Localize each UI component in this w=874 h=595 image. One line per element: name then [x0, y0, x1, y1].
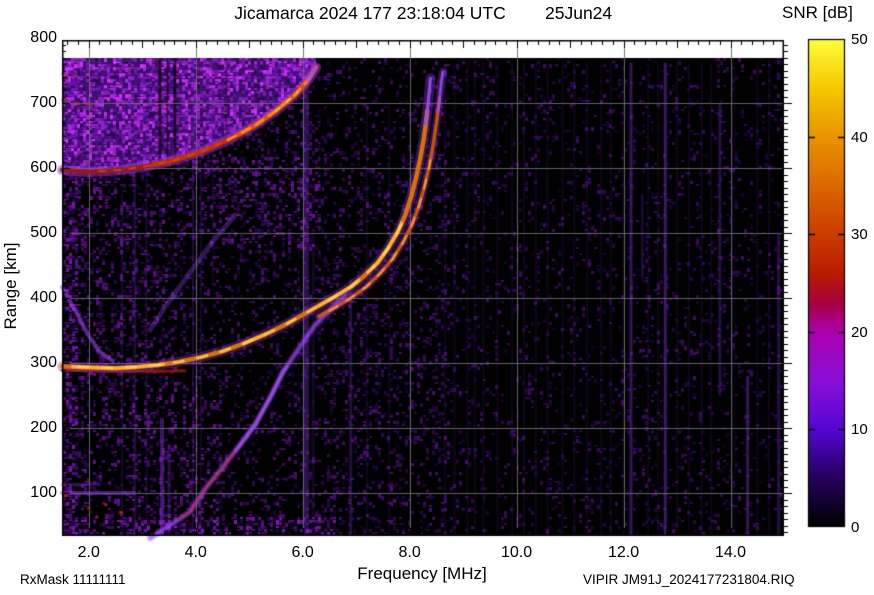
y-tick-label: 200	[30, 419, 57, 436]
colorbar-tick-label: 10	[851, 421, 868, 439]
x-tick-label: 14.0	[714, 544, 747, 561]
plot-title: Jicamarca 2024 177 23:18:04 UTC	[234, 3, 506, 23]
y-tick-label: 700	[30, 94, 57, 111]
y-tick-label: 600	[30, 159, 57, 176]
colorbar-tick-label: 30	[851, 226, 868, 244]
x-tick-label: 12.0	[607, 544, 640, 561]
plot-date: 25Jun24	[545, 3, 613, 23]
x-axis-label: Frequency [MHz]	[357, 564, 487, 583]
y-tick-label: 100	[30, 484, 57, 501]
colorbar-title: SNR [dB]	[782, 3, 853, 22]
colorbar-tick-label: 40	[851, 128, 868, 146]
footer-filename: VIPIR JM91J_2024177231804.RIQ	[583, 572, 795, 587]
footer-rxmask: RxMask 11111111	[20, 572, 126, 587]
x-tick-label: 6.0	[291, 544, 314, 561]
x-tick-label: 8.0	[398, 544, 421, 561]
colorbar-tick-label: 20	[851, 323, 868, 341]
x-tick-label: 2.0	[77, 544, 100, 561]
colorbar-tick-label: 0	[851, 519, 860, 536]
y-tick-label: 300	[30, 354, 57, 371]
y-tick-label: 800	[30, 29, 57, 46]
colorbar-tick-label: 50	[851, 31, 868, 48]
x-tick-label: 10.0	[501, 544, 533, 561]
y-tick-label: 500	[30, 224, 57, 241]
y-tick-label: 400	[30, 289, 57, 306]
x-tick-label: 4.0	[184, 544, 207, 561]
